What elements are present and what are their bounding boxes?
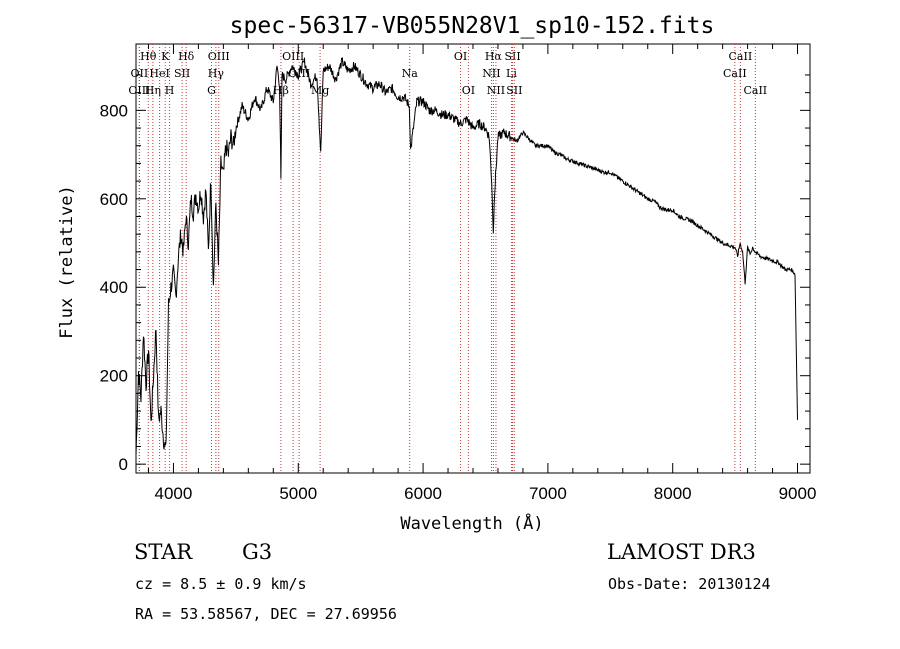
x-tick-label-3: 7000 [529, 484, 567, 503]
line-label-18: OI [462, 84, 475, 97]
x-tick-label-2: 6000 [404, 484, 442, 503]
axis-ticks: 4000 5000 6000 7000 8000 9000 0 200 400 600 800 [100, 44, 817, 503]
x-tick-label-0: 4000 [155, 484, 193, 503]
x-tick-label-4: 8000 [654, 484, 692, 503]
y-tick-label-4: 800 [100, 101, 128, 120]
line-label-12: OIII [282, 50, 304, 63]
line-label-19: Hα [485, 50, 503, 63]
object-class: STAR [134, 540, 193, 564]
line-label-25: CaII [729, 50, 753, 63]
y-tick-label-2: 400 [100, 278, 128, 297]
line-label-22: SII [504, 50, 520, 63]
y-tick-label-0: 0 [119, 455, 128, 474]
line-label-10: Hγ [208, 67, 225, 80]
y-tick-label-1: 200 [100, 367, 128, 386]
object-subclass: G3 [242, 540, 273, 564]
line-label-27: CaII [743, 84, 767, 97]
line-label-2: OIII [128, 84, 150, 97]
x-tick-label-5: 9000 [779, 484, 817, 503]
line-label-8: H [165, 84, 175, 97]
line-label-16: Na [402, 67, 419, 80]
line-label-11: G [207, 84, 216, 97]
redshift-cz: cz = 8.5 ± 0.9 km/s [135, 575, 307, 593]
line-label-26: CaII [723, 67, 747, 80]
line-label-21: NII [487, 84, 505, 97]
line-label-23: Li [506, 67, 517, 80]
coordinates: RA = 53.58567, DEC = 27.69956 [135, 605, 397, 623]
y-tick-label-3: 600 [100, 190, 128, 209]
line-label-15: Mg [311, 84, 329, 97]
chart-title: spec-56317-VB055N28V1_sp10-152.fits [230, 13, 715, 39]
x-axis-label: Wavelength (Å) [400, 512, 543, 534]
line-label-17: OI [454, 50, 467, 63]
line-label-24: SII [506, 84, 522, 97]
spectrum-series [135, 56, 798, 456]
line-label-1: OII [131, 67, 149, 80]
x-tick-label-1: 5000 [279, 484, 317, 503]
line-label-3: K [161, 50, 170, 63]
observation-date: Obs-Date: 20130124 [608, 575, 771, 593]
line-label-0: Hθ [140, 50, 157, 63]
line-label-9: OIII [208, 50, 230, 63]
line-label-7: SII [174, 67, 190, 80]
line-label-5: Hη [145, 84, 161, 97]
line-label-4: HeI [149, 67, 169, 80]
plot-frame [135, 43, 811, 474]
survey-name: LAMOST DR3 [607, 540, 756, 564]
line-label-14: Hβ [273, 84, 289, 97]
line-label-6: Hδ [178, 50, 195, 63]
y-axis-label: Flux (relative) [57, 185, 77, 339]
line-label-20: NII [482, 67, 500, 80]
